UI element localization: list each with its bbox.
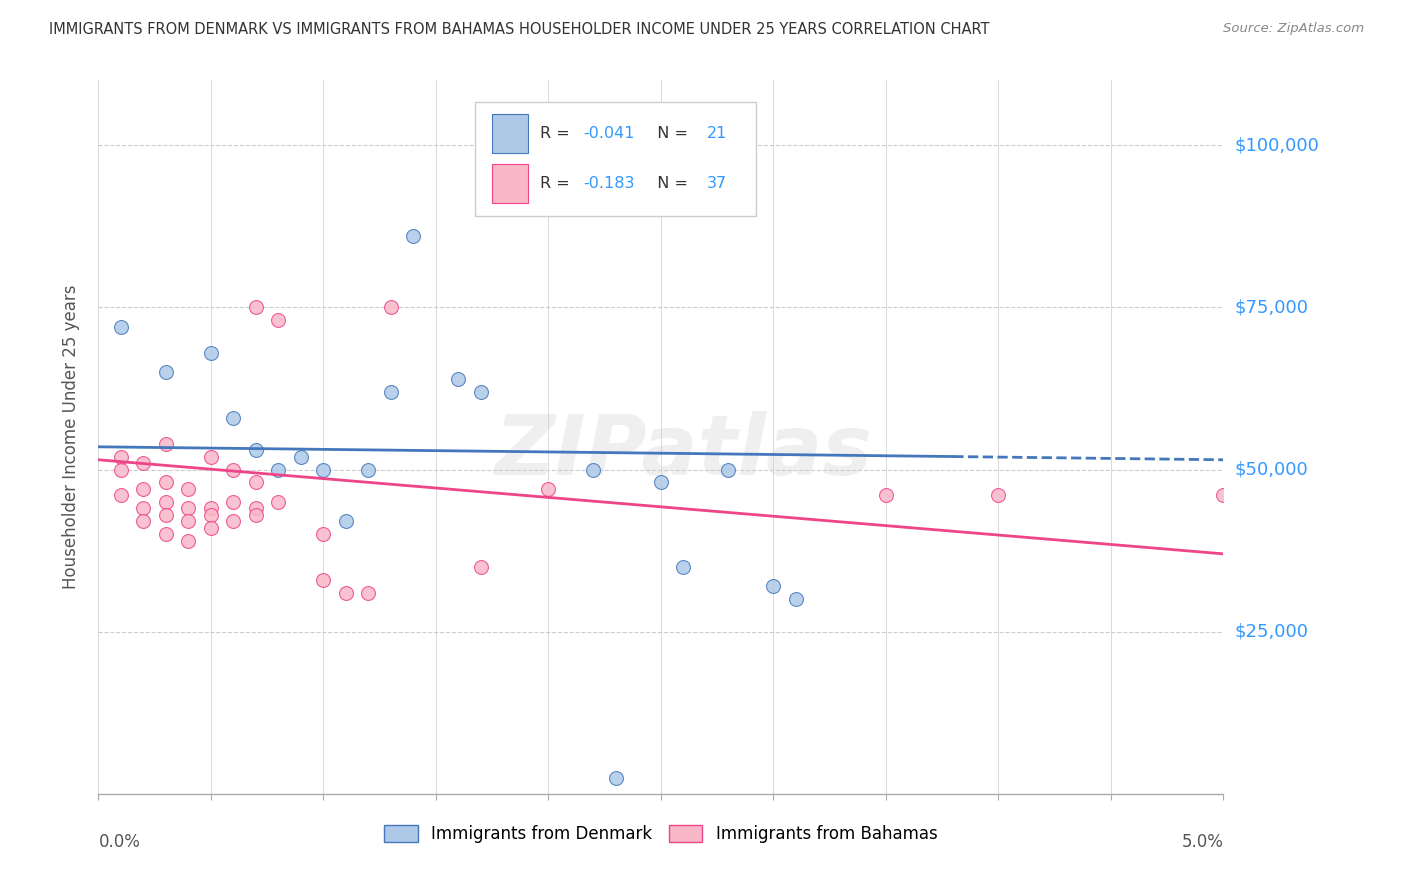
Point [155, 436, 177, 450]
Point [200, 508, 222, 522]
Point [650, 475, 672, 490]
Text: -0.041: -0.041 [583, 127, 634, 141]
Point [312, 573, 335, 587]
Text: IMMIGRANTS FROM DENMARK VS IMMIGRANTS FROM BAHAMAS HOUSEHOLDER INCOME UNDER 25 Y: IMMIGRANTS FROM DENMARK VS IMMIGRANTS FR… [49, 22, 990, 37]
Point [717, 462, 740, 476]
Point [357, 462, 380, 476]
Point [245, 501, 267, 516]
Point [537, 482, 560, 496]
Text: 37: 37 [707, 177, 727, 191]
Point [290, 450, 312, 464]
Point [110, 462, 132, 476]
Point [380, 301, 402, 315]
Point [245, 508, 267, 522]
Point [537, 196, 560, 211]
Text: $50,000: $50,000 [1234, 460, 1308, 478]
Point [222, 495, 245, 509]
Point [470, 384, 492, 399]
Point [582, 462, 605, 476]
FancyBboxPatch shape [475, 102, 756, 216]
Text: R =: R = [540, 127, 575, 141]
Text: Source: ZipAtlas.com: Source: ZipAtlas.com [1223, 22, 1364, 36]
Point [155, 365, 177, 379]
Text: N =: N = [647, 177, 693, 191]
Legend: Immigrants from Denmark, Immigrants from Bahamas: Immigrants from Denmark, Immigrants from… [378, 818, 943, 850]
Text: 5.0%: 5.0% [1181, 833, 1223, 851]
Point [132, 482, 155, 496]
Point [335, 515, 357, 529]
Point [132, 456, 155, 470]
Text: N =: N = [647, 127, 693, 141]
Point [875, 488, 897, 502]
Point [200, 521, 222, 535]
Point [155, 527, 177, 541]
Point [132, 515, 155, 529]
Point [222, 462, 245, 476]
Point [267, 313, 290, 327]
Point [312, 527, 335, 541]
Point [987, 488, 1010, 502]
Point [245, 443, 267, 458]
Point [110, 488, 132, 502]
Point [335, 586, 357, 600]
Point [177, 482, 200, 496]
FancyBboxPatch shape [492, 114, 529, 153]
Point [110, 450, 132, 464]
Point [762, 579, 785, 593]
Point [245, 475, 267, 490]
Point [200, 345, 222, 359]
Point [177, 501, 200, 516]
Point [470, 559, 492, 574]
Text: 21: 21 [707, 127, 727, 141]
Point [222, 410, 245, 425]
Point [1212, 488, 1234, 502]
Text: $100,000: $100,000 [1234, 136, 1319, 154]
Point [245, 301, 267, 315]
Text: 0.0%: 0.0% [98, 833, 141, 851]
Y-axis label: Householder Income Under 25 years: Householder Income Under 25 years [62, 285, 80, 590]
Point [177, 515, 200, 529]
Point [605, 771, 627, 785]
Text: $25,000: $25,000 [1234, 623, 1309, 640]
Text: ZIPatlas: ZIPatlas [495, 411, 872, 491]
Point [177, 533, 200, 548]
FancyBboxPatch shape [492, 164, 529, 203]
Point [155, 475, 177, 490]
Point [357, 586, 380, 600]
Point [155, 495, 177, 509]
Point [447, 372, 470, 386]
Point [672, 559, 695, 574]
Point [155, 508, 177, 522]
Point [222, 515, 245, 529]
Text: $75,000: $75,000 [1234, 298, 1309, 317]
Point [267, 462, 290, 476]
Point [312, 462, 335, 476]
Point [200, 450, 222, 464]
Point [200, 501, 222, 516]
Point [267, 495, 290, 509]
Point [380, 384, 402, 399]
Point [402, 229, 425, 244]
Point [785, 592, 807, 607]
Point [132, 501, 155, 516]
Text: R =: R = [540, 177, 575, 191]
Point [110, 319, 132, 334]
Text: -0.183: -0.183 [583, 177, 634, 191]
